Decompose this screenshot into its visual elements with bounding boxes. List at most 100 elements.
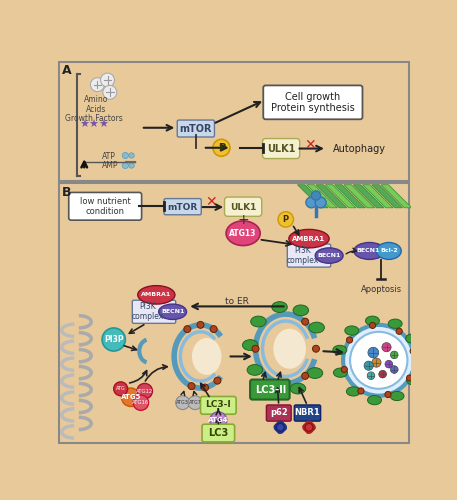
Bar — [59, 62, 409, 181]
Circle shape — [114, 382, 128, 396]
Circle shape — [302, 318, 308, 325]
Text: PI3K
complex: PI3K complex — [287, 246, 319, 266]
Circle shape — [188, 396, 202, 409]
Circle shape — [213, 140, 230, 156]
FancyBboxPatch shape — [250, 380, 290, 400]
Ellipse shape — [290, 383, 306, 394]
Ellipse shape — [159, 304, 186, 320]
Ellipse shape — [226, 221, 260, 246]
Circle shape — [129, 163, 134, 168]
Circle shape — [343, 325, 414, 396]
Ellipse shape — [266, 383, 282, 394]
Text: to ER: to ER — [225, 296, 249, 306]
Circle shape — [122, 152, 128, 158]
Circle shape — [407, 375, 413, 381]
Text: ULK1: ULK1 — [230, 202, 256, 211]
Circle shape — [133, 395, 149, 410]
Text: BECN1: BECN1 — [161, 310, 184, 314]
Circle shape — [202, 384, 208, 391]
Circle shape — [214, 377, 221, 384]
Circle shape — [390, 366, 398, 374]
Ellipse shape — [251, 316, 266, 327]
Text: Cell growth
Protein synthesis: Cell growth Protein synthesis — [271, 92, 355, 113]
Circle shape — [364, 361, 373, 370]
Text: ATG12: ATG12 — [136, 388, 154, 394]
Circle shape — [367, 372, 375, 380]
Polygon shape — [362, 184, 393, 208]
Text: BECN1: BECN1 — [318, 253, 341, 258]
Circle shape — [101, 73, 114, 87]
Text: P: P — [218, 143, 225, 153]
Text: ATG7: ATG7 — [189, 400, 202, 405]
Circle shape — [90, 78, 104, 92]
Text: ATG16: ATG16 — [132, 400, 149, 405]
Text: A: A — [62, 64, 71, 78]
Circle shape — [311, 191, 321, 200]
Circle shape — [102, 328, 125, 351]
Circle shape — [122, 388, 140, 406]
Text: LC3-I: LC3-I — [206, 400, 231, 409]
Circle shape — [390, 351, 398, 359]
Text: ATG3: ATG3 — [176, 400, 189, 405]
Text: NBR1: NBR1 — [295, 408, 320, 417]
Ellipse shape — [273, 328, 306, 369]
Circle shape — [210, 326, 217, 332]
Text: +: + — [237, 213, 249, 227]
Circle shape — [372, 358, 381, 367]
Polygon shape — [372, 184, 403, 208]
Text: LC3: LC3 — [208, 428, 228, 438]
Ellipse shape — [366, 316, 379, 326]
Text: LC3-II: LC3-II — [255, 384, 286, 394]
Circle shape — [368, 347, 379, 358]
Ellipse shape — [289, 230, 329, 248]
Polygon shape — [307, 184, 337, 208]
Text: BECN1: BECN1 — [356, 248, 380, 254]
Ellipse shape — [407, 376, 420, 385]
Ellipse shape — [309, 322, 324, 333]
Text: ULK1: ULK1 — [267, 144, 295, 154]
Ellipse shape — [293, 305, 308, 316]
Circle shape — [346, 337, 353, 343]
Text: p62: p62 — [270, 408, 287, 417]
Ellipse shape — [247, 364, 263, 376]
Circle shape — [385, 392, 391, 398]
Ellipse shape — [377, 242, 401, 260]
Text: PI3P: PI3P — [104, 335, 123, 344]
Text: Bcl-2: Bcl-2 — [380, 248, 398, 254]
Ellipse shape — [388, 319, 402, 328]
Circle shape — [210, 412, 227, 429]
Circle shape — [278, 212, 293, 227]
Text: AMBRA1: AMBRA1 — [141, 292, 171, 298]
Ellipse shape — [390, 392, 404, 400]
Text: AMP: AMP — [102, 161, 118, 170]
Text: ✕: ✕ — [205, 196, 216, 209]
Text: low nutrient
condition: low nutrient condition — [80, 196, 131, 216]
Text: ATG: ATG — [116, 386, 126, 392]
Ellipse shape — [333, 346, 347, 354]
Circle shape — [382, 342, 391, 352]
Circle shape — [410, 348, 416, 354]
Ellipse shape — [405, 334, 420, 343]
FancyBboxPatch shape — [262, 138, 300, 158]
Circle shape — [137, 384, 153, 399]
Text: ATG5: ATG5 — [121, 394, 141, 400]
Circle shape — [369, 322, 376, 328]
Text: ATG13: ATG13 — [229, 229, 257, 238]
Circle shape — [252, 346, 259, 352]
Ellipse shape — [272, 302, 287, 312]
Ellipse shape — [367, 396, 382, 404]
Circle shape — [184, 326, 191, 332]
Circle shape — [379, 370, 387, 378]
Circle shape — [350, 332, 408, 389]
Polygon shape — [344, 184, 375, 208]
Circle shape — [385, 360, 393, 368]
FancyBboxPatch shape — [202, 424, 234, 442]
Text: ★: ★ — [98, 120, 108, 130]
Ellipse shape — [412, 356, 426, 365]
FancyBboxPatch shape — [164, 198, 201, 215]
Ellipse shape — [138, 286, 175, 304]
Circle shape — [175, 396, 190, 409]
Ellipse shape — [346, 387, 361, 396]
Polygon shape — [325, 184, 356, 208]
Text: ★: ★ — [79, 120, 89, 130]
